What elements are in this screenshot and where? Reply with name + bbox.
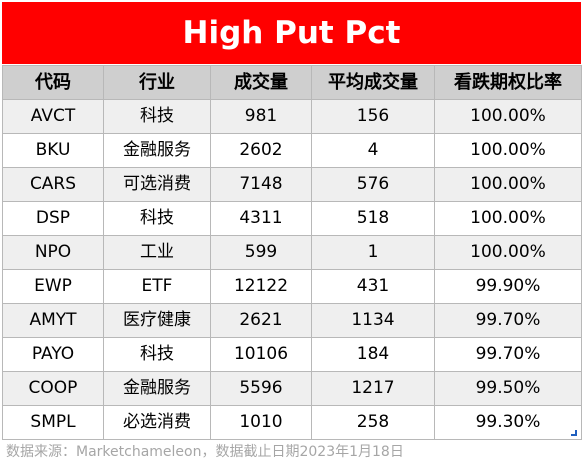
table-row: AMYT 医疗健康 2621 1134 99.70% xyxy=(2,303,582,338)
cell-sector[interactable]: ETF xyxy=(103,269,211,304)
cell-sector[interactable]: 金融服务 xyxy=(103,371,211,406)
cell-ticker[interactable]: NPO xyxy=(2,235,104,270)
cell-put-ratio[interactable]: 99.30% xyxy=(434,405,582,440)
cell-volume[interactable]: 5596 xyxy=(210,371,312,406)
cell-sector[interactable]: 科技 xyxy=(103,99,211,134)
selection-handle-icon[interactable] xyxy=(571,430,577,436)
cell-volume[interactable]: 4311 xyxy=(210,201,312,236)
table-row: COOP 金融服务 5596 1217 99.50% xyxy=(2,371,582,406)
cell-volume[interactable]: 2621 xyxy=(210,303,312,338)
cell-ticker[interactable]: DSP xyxy=(2,201,104,236)
cell-ticker[interactable]: EWP xyxy=(2,269,104,304)
table-row: EWP ETF 12122 431 99.90% xyxy=(2,269,582,304)
cell-ticker[interactable]: COOP xyxy=(2,371,104,406)
header-row: 代码 行业 成交量 平均成交量 看跌期权比率 xyxy=(2,65,582,100)
table-row: NPO 工业 599 1 100.00% xyxy=(2,235,582,270)
cell-ticker[interactable]: AMYT xyxy=(2,303,104,338)
cell-avg-volume[interactable]: 156 xyxy=(311,99,435,134)
cell-ticker[interactable]: CARS xyxy=(2,167,104,202)
cell-ticker[interactable]: AVCT xyxy=(2,99,104,134)
cell-sector[interactable]: 可选消费 xyxy=(103,167,211,202)
table-row: DSP 科技 4311 518 100.00% xyxy=(2,201,582,236)
cell-avg-volume[interactable]: 576 xyxy=(311,167,435,202)
cell-put-ratio[interactable]: 99.90% xyxy=(434,269,582,304)
cell-avg-volume[interactable]: 258 xyxy=(311,405,435,440)
cell-avg-volume[interactable]: 431 xyxy=(311,269,435,304)
cell-sector[interactable]: 必选消费 xyxy=(103,405,211,440)
table-title: High Put Pct xyxy=(2,2,581,64)
cell-ticker[interactable]: PAYO xyxy=(2,337,104,372)
cell-avg-volume[interactable]: 1 xyxy=(311,235,435,270)
cell-volume[interactable]: 2602 xyxy=(210,133,312,168)
cell-sector[interactable]: 医疗健康 xyxy=(103,303,211,338)
table-row: AVCT 科技 981 156 100.00% xyxy=(2,99,582,134)
cell-volume[interactable]: 10106 xyxy=(210,337,312,372)
cell-put-ratio[interactable]: 100.00% xyxy=(434,201,582,236)
cell-ticker[interactable]: SMPL xyxy=(2,405,104,440)
table-row: SMPL 必选消费 1010 258 99.30% xyxy=(2,405,582,440)
header-sector[interactable]: 行业 xyxy=(103,65,211,100)
cell-put-ratio[interactable]: 100.00% xyxy=(434,133,582,168)
source-footnote: 数据来源：Marketchameleon，数据截止日期2023年1月18日 xyxy=(6,444,404,460)
cell-put-ratio[interactable]: 100.00% xyxy=(434,99,582,134)
header-ticker[interactable]: 代码 xyxy=(2,65,104,100)
cell-sector[interactable]: 金融服务 xyxy=(103,133,211,168)
cell-put-ratio[interactable]: 100.00% xyxy=(434,167,582,202)
cell-volume[interactable]: 7148 xyxy=(210,167,312,202)
cell-put-ratio[interactable]: 99.70% xyxy=(434,337,582,372)
header-avg-volume[interactable]: 平均成交量 xyxy=(311,65,435,100)
cell-volume[interactable]: 12122 xyxy=(210,269,312,304)
cell-put-ratio[interactable]: 99.50% xyxy=(434,371,582,406)
cell-volume[interactable]: 1010 xyxy=(210,405,312,440)
cell-avg-volume[interactable]: 4 xyxy=(311,133,435,168)
cell-avg-volume[interactable]: 1217 xyxy=(311,371,435,406)
cell-sector[interactable]: 科技 xyxy=(103,337,211,372)
table-row: PAYO 科技 10106 184 99.70% xyxy=(2,337,582,372)
table-row: BKU 金融服务 2602 4 100.00% xyxy=(2,133,582,168)
cell-avg-volume[interactable]: 518 xyxy=(311,201,435,236)
cell-volume[interactable]: 599 xyxy=(210,235,312,270)
cell-put-ratio[interactable]: 100.00% xyxy=(434,235,582,270)
cell-avg-volume[interactable]: 1134 xyxy=(311,303,435,338)
table-row: CARS 可选消费 7148 576 100.00% xyxy=(2,167,582,202)
header-volume[interactable]: 成交量 xyxy=(210,65,312,100)
cell-ticker[interactable]: BKU xyxy=(2,133,104,168)
cell-sector[interactable]: 科技 xyxy=(103,201,211,236)
cell-sector[interactable]: 工业 xyxy=(103,235,211,270)
data-table: 代码 行业 成交量 平均成交量 看跌期权比率 AVCT 科技 981 156 100.0… xyxy=(2,65,582,440)
header-put-ratio[interactable]: 看跌期权比率 xyxy=(434,65,582,100)
cell-put-ratio[interactable]: 99.70% xyxy=(434,303,582,338)
table-body: AVCT 科技 981 156 100.00% BKU 金融服务 2602 4 100.00% CA… xyxy=(2,99,582,440)
cell-volume[interactable]: 981 xyxy=(210,99,312,134)
cell-avg-volume[interactable]: 184 xyxy=(311,337,435,372)
